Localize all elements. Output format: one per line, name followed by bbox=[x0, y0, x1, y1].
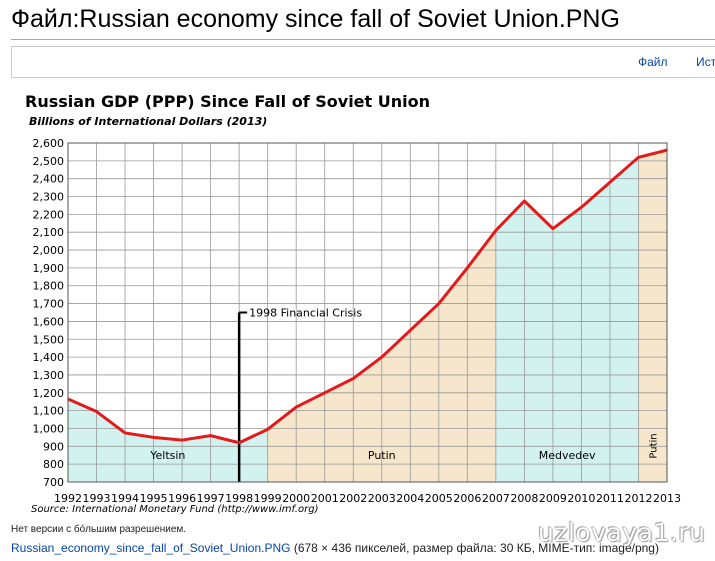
y-tick-label-1: 800 bbox=[43, 458, 64, 471]
x-tick-label-18: 2010 bbox=[567, 492, 595, 505]
data-point-1997 bbox=[209, 434, 212, 437]
y-tick-label-3: 1,000 bbox=[33, 422, 65, 435]
gdp-line bbox=[67, 148, 668, 445]
x-tick-label-9: 2001 bbox=[311, 492, 339, 505]
period-area-2 bbox=[495, 157, 639, 482]
data-point-2000 bbox=[295, 406, 297, 408]
x-tick-label-16: 2008 bbox=[510, 492, 538, 505]
y-tick-label-5: 1,200 bbox=[33, 387, 65, 400]
x-tick-label-7: 1999 bbox=[254, 492, 282, 505]
chart-image[interactable]: 700 800 900 1,000 1,100 1,200 1,300 1,400 1,500 1… bbox=[11, 86, 689, 522]
x-tick-label-2: 1994 bbox=[111, 492, 139, 505]
y-tick-label-7: 1,400 bbox=[33, 351, 65, 364]
data-point-2010 bbox=[580, 206, 583, 209]
file-tabs-bar: Файл Ист bbox=[11, 46, 715, 78]
x-tick-label-13: 2005 bbox=[425, 492, 453, 505]
data-point-2011 bbox=[609, 181, 611, 184]
data-point-2005 bbox=[438, 302, 440, 305]
x-tick-label-21: 2013 bbox=[653, 492, 681, 505]
x-tick-label-12: 2004 bbox=[396, 492, 424, 505]
period-area-3 bbox=[638, 150, 667, 482]
period-label-1: Putin bbox=[368, 449, 396, 462]
x-tick-label-14: 2006 bbox=[453, 492, 481, 505]
data-point-1999 bbox=[266, 428, 269, 431]
x-tick-label-17: 2009 bbox=[539, 492, 567, 505]
x-tick-label-1: 1993 bbox=[83, 492, 111, 505]
data-point-2008 bbox=[523, 200, 526, 202]
y-tick-label-19: 2,600 bbox=[33, 137, 65, 150]
y-tick-label-4: 1,100 bbox=[33, 405, 65, 418]
x-tick-label-19: 2011 bbox=[596, 492, 624, 505]
data-point-2009 bbox=[552, 227, 554, 230]
x-tick-label-20: 2012 bbox=[624, 492, 652, 505]
y-tick-label-10: 1,700 bbox=[33, 298, 65, 311]
tab-file[interactable]: Файл bbox=[638, 55, 668, 69]
data-point-1996 bbox=[181, 439, 183, 441]
y-tick-label-8: 1,500 bbox=[33, 333, 65, 346]
data-point-2001 bbox=[323, 391, 326, 394]
chart-source: Source: International Monetary Fund (htt… bbox=[31, 504, 318, 515]
x-tick-label-15: 2007 bbox=[482, 492, 510, 505]
period-label-2: Medvedev bbox=[539, 449, 596, 462]
y-tick-label-9: 1,600 bbox=[33, 315, 65, 328]
file-info: (678 × 436 пикселей, размер файла: 30 КБ… bbox=[290, 541, 659, 555]
x-tick-label-0: 1992 bbox=[54, 492, 82, 505]
file-info-line: Russian_economy_since_fall_of_Soviet_Uni… bbox=[11, 541, 659, 555]
x-tick-label-4: 1996 bbox=[168, 492, 196, 505]
file-link[interactable]: Russian_economy_since_fall_of_Soviet_Uni… bbox=[11, 541, 291, 555]
page-title: Файл:Russian economy since fall of Sovie… bbox=[11, 5, 620, 33]
period-label-3: Putin bbox=[649, 433, 660, 458]
x-tick-label-5: 1997 bbox=[197, 492, 225, 505]
data-point-2006 bbox=[466, 267, 469, 269]
data-point-2002 bbox=[352, 377, 355, 380]
data-point-2003 bbox=[380, 356, 383, 358]
chart-title: Russian GDP (PPP) Since Fall of Soviet U… bbox=[25, 92, 430, 111]
y-tick-label-12: 1,900 bbox=[33, 262, 65, 275]
y-tick-label-15: 2,200 bbox=[33, 208, 65, 221]
period-area-0 bbox=[68, 399, 268, 482]
x-tick-label-10: 2002 bbox=[339, 492, 367, 505]
y-tick-label-18: 2,500 bbox=[33, 155, 65, 168]
y-tick-label-11: 1,800 bbox=[33, 280, 65, 293]
y-tick-label-14: 2,100 bbox=[33, 226, 65, 239]
tab-history[interactable]: Ист bbox=[696, 55, 715, 69]
y-tick-label-6: 1,300 bbox=[33, 369, 65, 382]
data-point-2004 bbox=[409, 329, 412, 332]
period-label-0: Yeltsin bbox=[149, 449, 185, 462]
data-point-1993 bbox=[95, 410, 98, 413]
x-tick-label-3: 1995 bbox=[140, 492, 168, 505]
title-divider bbox=[11, 39, 715, 40]
crisis-annotation-label: 1998 Financial Crisis bbox=[249, 307, 362, 320]
y-tick-label-17: 2,400 bbox=[33, 173, 65, 186]
x-tick-label-8: 2000 bbox=[282, 492, 310, 505]
y-tick-label-16: 2,300 bbox=[33, 191, 65, 204]
data-point-1995 bbox=[152, 436, 155, 439]
chart-subtitle: Billions of International Dollars (2013) bbox=[29, 115, 267, 128]
data-point-2012 bbox=[637, 156, 640, 159]
no-higher-resolution-note: Нет версии с бо́льшим разрешением. bbox=[11, 524, 187, 535]
x-tick-label-6: 1998 bbox=[225, 492, 253, 505]
data-point-2007 bbox=[495, 229, 497, 232]
y-tick-label-2: 900 bbox=[43, 440, 64, 453]
gdp-chart: 700 800 900 1,000 1,100 1,200 1,300 1,400 1,500 1… bbox=[11, 86, 689, 522]
data-point-1994 bbox=[124, 432, 126, 434]
y-tick-label-13: 2,000 bbox=[33, 244, 65, 257]
x-tick-label-11: 2003 bbox=[368, 492, 396, 505]
y-tick-label-0: 700 bbox=[43, 476, 64, 489]
data-point-1998 bbox=[238, 441, 240, 444]
